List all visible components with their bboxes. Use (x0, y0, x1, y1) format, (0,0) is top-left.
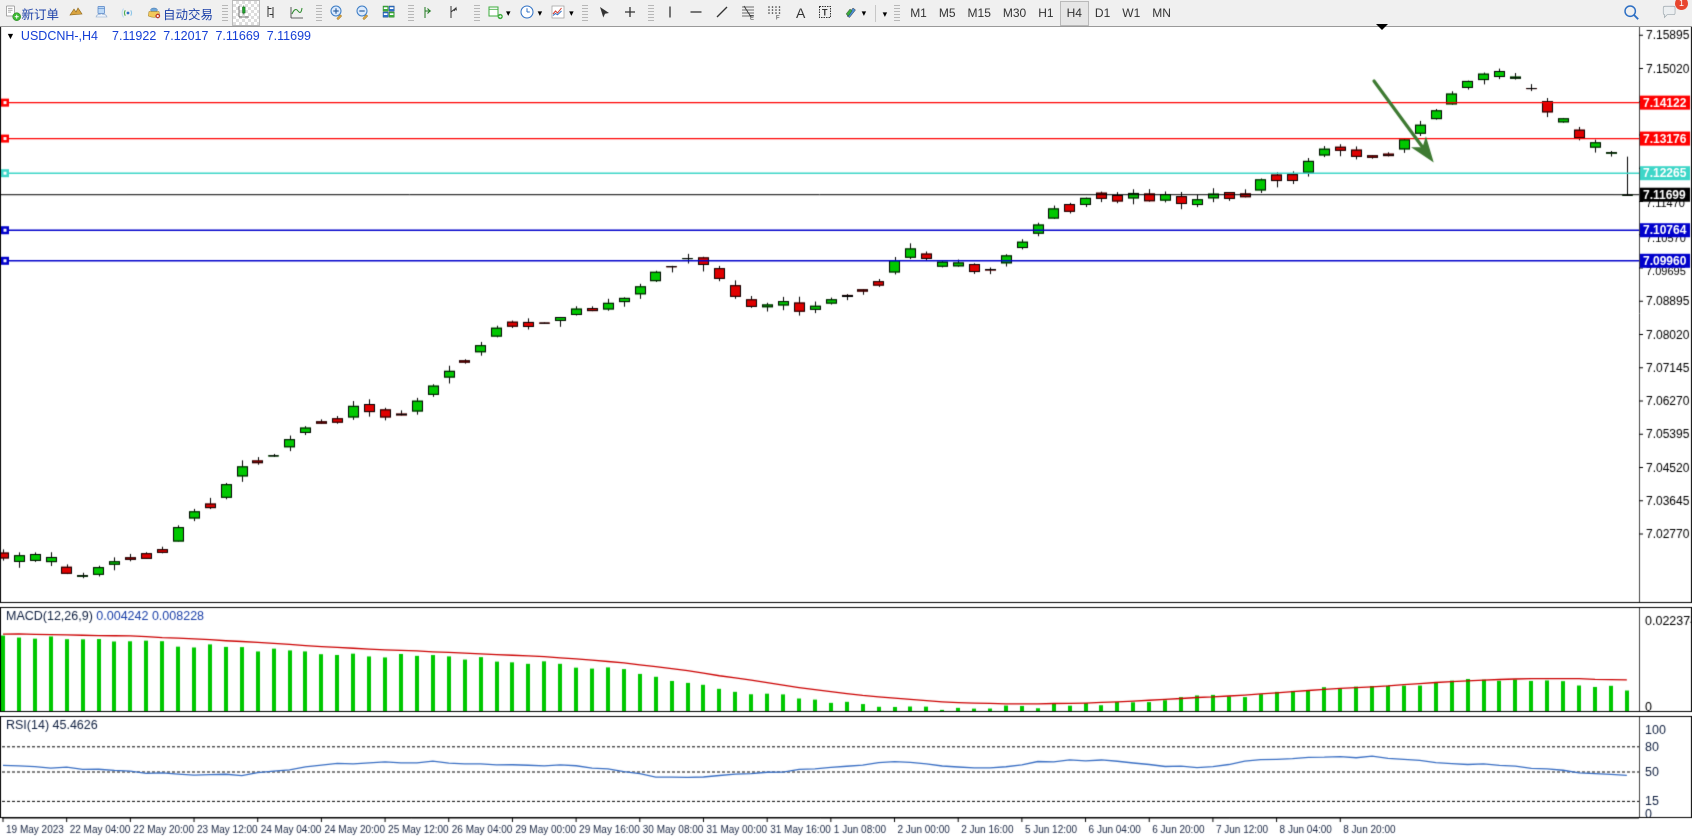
svg-text:E: E (750, 16, 754, 22)
svg-text:T: T (822, 8, 828, 18)
svg-text:F: F (776, 16, 780, 22)
